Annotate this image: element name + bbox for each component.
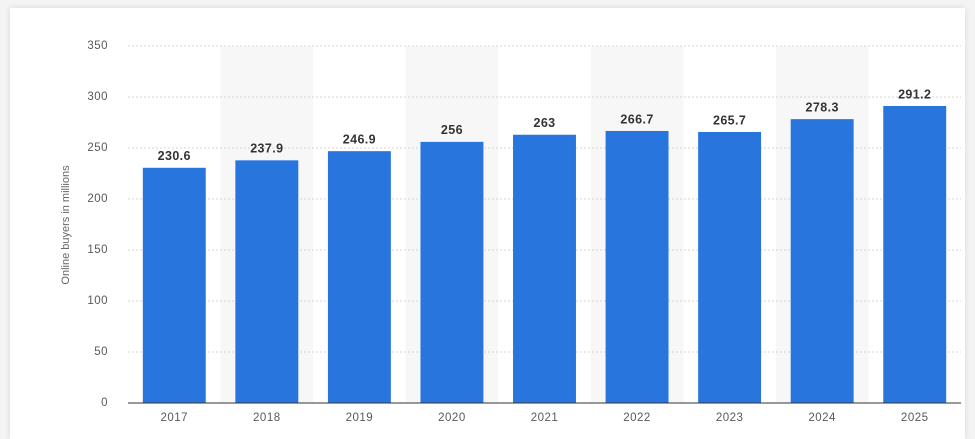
y-tick-label: 150: [87, 244, 108, 256]
value-label: 256: [441, 123, 463, 137]
value-label: 278.3: [806, 100, 839, 114]
value-label: 263: [533, 116, 555, 130]
y-tick-label: 350: [87, 40, 108, 52]
bar: [883, 105, 947, 403]
y-axis-label: Online buyers in millions: [60, 165, 72, 285]
value-label: 230.6: [158, 149, 191, 163]
x-tick-label: 2017: [160, 412, 188, 424]
bar: [513, 134, 576, 404]
y-tick-label: 300: [87, 91, 108, 103]
bar: [420, 141, 484, 403]
bar: [605, 130, 669, 403]
x-tick-label: 2021: [531, 412, 559, 424]
bar: [142, 167, 206, 403]
value-label: 291.2: [898, 87, 931, 101]
x-tick-label: 2022: [623, 412, 651, 424]
x-tick-label: 2025: [901, 412, 929, 424]
x-tick-label: 2018: [253, 412, 281, 424]
value-label: 237.9: [250, 142, 283, 156]
y-tick-label: 50: [94, 346, 108, 358]
value-label: 246.9: [343, 132, 376, 146]
y-tick-label: 250: [87, 142, 108, 154]
x-tick-label: 2020: [438, 412, 466, 424]
bar: [790, 119, 854, 403]
bar: [698, 131, 762, 403]
x-tick-label: 2024: [808, 412, 836, 424]
y-tick-label: 0: [101, 397, 108, 409]
x-tick-label: 2019: [346, 412, 374, 424]
y-tick-label: 100: [87, 295, 108, 307]
bar: [235, 160, 299, 403]
x-tick-label: 2023: [716, 412, 744, 424]
value-label: 265.7: [713, 113, 746, 127]
y-tick-label: 200: [87, 193, 108, 205]
value-label: 266.7: [620, 112, 653, 126]
bar: [327, 151, 391, 403]
